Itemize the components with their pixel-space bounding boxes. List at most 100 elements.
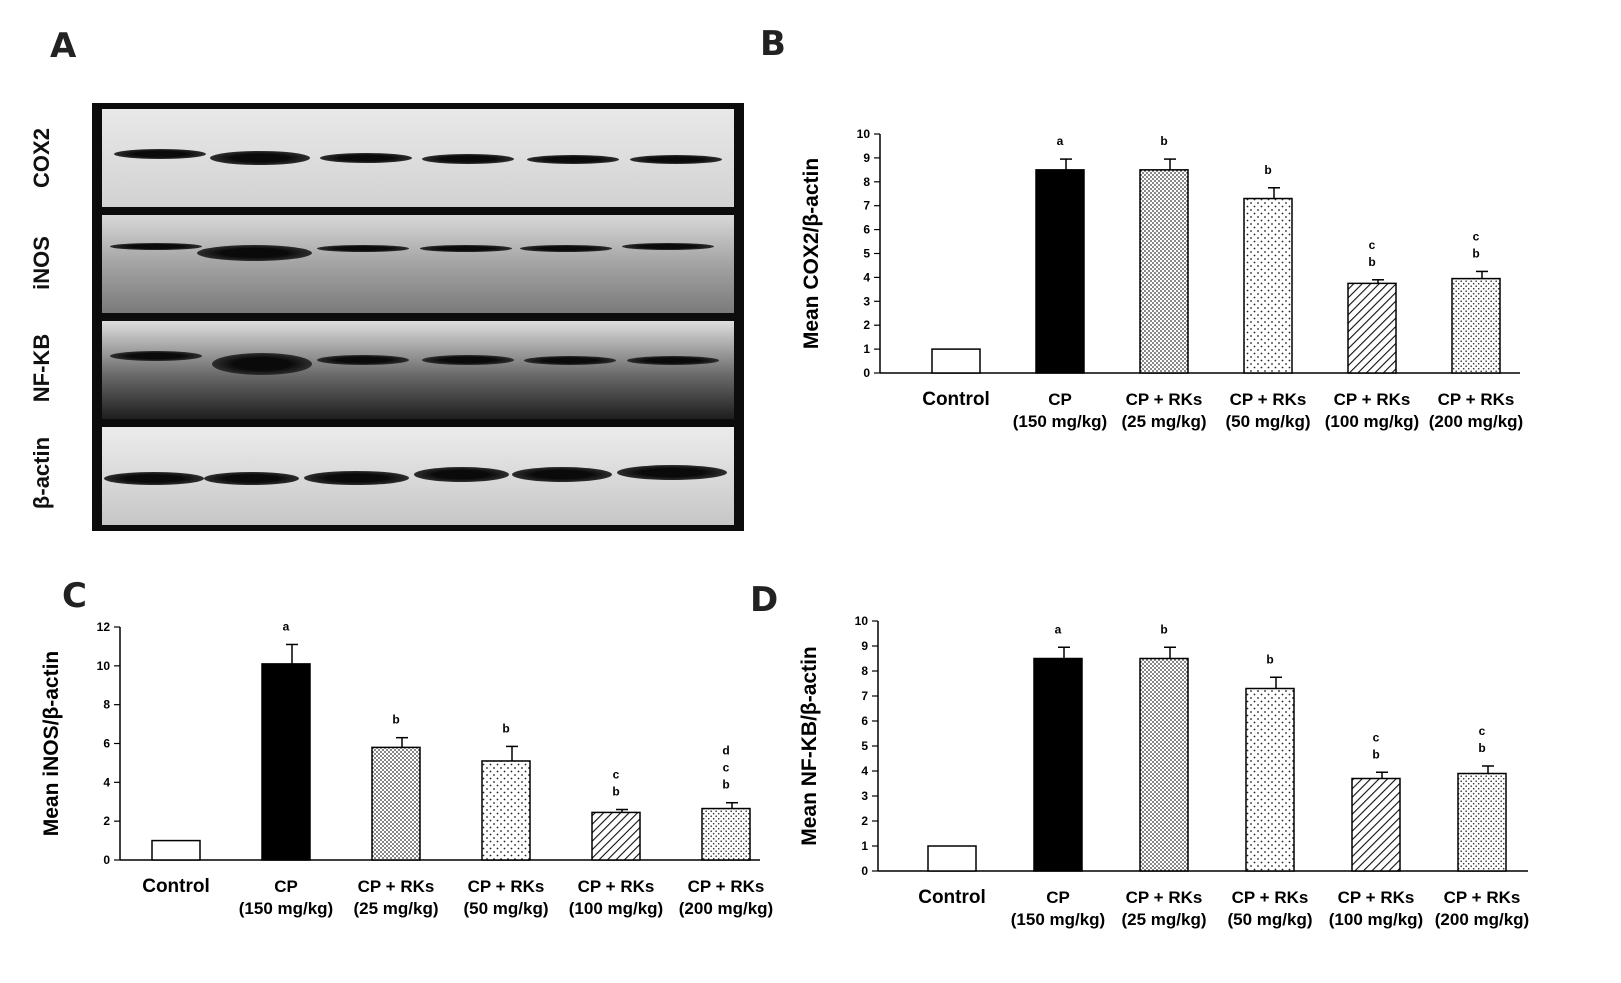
x-category-label: (100 mg/kg) (569, 899, 663, 918)
x-category-label: (25 mg/kg) (1121, 412, 1206, 431)
bar (1347, 282, 1397, 374)
significance-letter: c (1479, 724, 1486, 738)
blot-strip-nfkb (102, 321, 734, 419)
y-tick-label: 7 (863, 199, 870, 213)
panel-letter-d: D (750, 580, 779, 620)
bar (927, 845, 977, 872)
y-tick-label: 4 (861, 764, 868, 778)
significance-letter: b (1372, 747, 1379, 761)
y-tick-label: 7 (861, 689, 868, 703)
bar (1451, 277, 1501, 374)
y-tick-label: 0 (103, 853, 110, 867)
y-tick-label: 0 (861, 864, 868, 878)
significance-letter: b (392, 713, 399, 727)
chart-inos: Mean iNOS/β-actin 0 2 4 6 8 10 12 Control a CP (150… (40, 619, 773, 918)
significance-letter: d (722, 744, 729, 758)
y-tick-label: 6 (103, 737, 110, 751)
significance-letter: a (1055, 622, 1062, 636)
x-category-label: CP + RKs (1126, 390, 1203, 409)
x-category-label: Control (142, 876, 210, 897)
bar (1139, 657, 1189, 872)
y-tick-label: 3 (863, 294, 870, 308)
x-category-label: CP + RKs (358, 877, 435, 896)
western-blot-image (92, 103, 744, 531)
x-category-label: CP + RKs (1334, 390, 1411, 409)
y-tick-label: 3 (861, 789, 868, 803)
y-axis-label: Mean NF-KB/β-actin (798, 646, 821, 846)
y-axis-label: Mean COX2/β-actin (800, 158, 823, 349)
significance-letter: b (1472, 246, 1479, 260)
bar (1243, 197, 1293, 374)
blot-label-beta-actin: β-actin (29, 436, 54, 510)
panel-letter-b: B (760, 24, 786, 64)
significance-letter: c (613, 768, 620, 782)
significance-letter: a (283, 619, 290, 633)
y-tick-label: 2 (863, 318, 870, 332)
bar (1035, 169, 1085, 374)
x-category-label: CP + RKs (1438, 390, 1515, 409)
y-tick-label: 5 (861, 739, 868, 753)
x-category-label: CP + RKs (1230, 390, 1307, 409)
panel-letter-a: A (50, 26, 77, 66)
blot-strip-inos (102, 215, 734, 313)
y-tick-label: 2 (103, 814, 110, 828)
panel-letter-c: C (62, 576, 87, 616)
chart-cox2: Mean COX2/β-actin 0 1 2 3 4 5 6 7 8 9 10 Control a CP (… (800, 127, 1523, 431)
y-tick-label: 4 (863, 270, 870, 284)
x-category-label: CP + RKs (1126, 888, 1203, 907)
x-category-label: CP (1046, 888, 1070, 907)
y-tick-label: 10 (97, 659, 111, 673)
chart-nfkb: Mean NF-KB/β-actin 0 1 2 3 4 5 6 7 8 9 10 Control a CP… (798, 614, 1529, 929)
x-category-label: CP (274, 877, 298, 896)
significance-letter: a (1057, 134, 1064, 148)
y-tick-label: 9 (861, 639, 868, 653)
x-category-label: (50 mg/kg) (1225, 412, 1310, 431)
significance-letter: b (1266, 652, 1273, 666)
x-category-label: (150 mg/kg) (1011, 910, 1105, 929)
x-category-label: (150 mg/kg) (1013, 412, 1107, 431)
significance-letter: b (1160, 134, 1167, 148)
x-category-label: (50 mg/kg) (1227, 910, 1312, 929)
x-category-label: (150 mg/kg) (239, 899, 333, 918)
x-category-label: (25 mg/kg) (353, 899, 438, 918)
y-tick-label: 8 (863, 175, 870, 189)
significance-letter: c (1369, 238, 1376, 252)
x-category-label: CP + RKs (1444, 888, 1521, 907)
y-tick-label: 8 (103, 698, 110, 712)
x-category-label: Control (922, 389, 990, 410)
significance-letter: c (1473, 229, 1480, 243)
x-category-label: (100 mg/kg) (1329, 910, 1423, 929)
significance-letter: b (502, 721, 509, 735)
bar (1033, 657, 1083, 872)
significance-letter: b (1478, 741, 1485, 755)
x-category-label: CP + RKs (1232, 888, 1309, 907)
x-category-label: (100 mg/kg) (1325, 412, 1419, 431)
x-category-label: CP + RKs (1338, 888, 1415, 907)
x-category-label: (200 mg/kg) (1435, 910, 1529, 929)
bar (1139, 169, 1189, 374)
y-tick-label: 5 (863, 247, 870, 261)
blot-label-inos: iNOS (29, 236, 54, 290)
bar (1457, 772, 1507, 872)
y-tick-label: 6 (863, 223, 870, 237)
x-category-label: (200 mg/kg) (1429, 412, 1523, 431)
x-category-label: CP (1048, 390, 1072, 409)
bar (481, 760, 531, 861)
significance-letter: c (1373, 730, 1380, 744)
x-category-label: CP + RKs (688, 877, 765, 896)
y-tick-label: 1 (861, 839, 868, 853)
x-category-label: CP + RKs (578, 877, 655, 896)
blot-strip-cox2 (102, 109, 734, 207)
x-category-label: (200 mg/kg) (679, 899, 773, 918)
significance-letter: b (1264, 163, 1271, 177)
y-tick-label: 9 (863, 151, 870, 165)
x-category-label: (25 mg/kg) (1121, 910, 1206, 929)
x-category-label: (50 mg/kg) (463, 899, 548, 918)
y-tick-label: 1 (863, 342, 870, 356)
bar (371, 746, 421, 861)
x-category-label: Control (918, 887, 986, 908)
significance-letter: b (1160, 622, 1167, 636)
bar (151, 839, 201, 861)
y-tick-label: 12 (97, 620, 111, 634)
y-tick-label: 8 (861, 664, 868, 678)
